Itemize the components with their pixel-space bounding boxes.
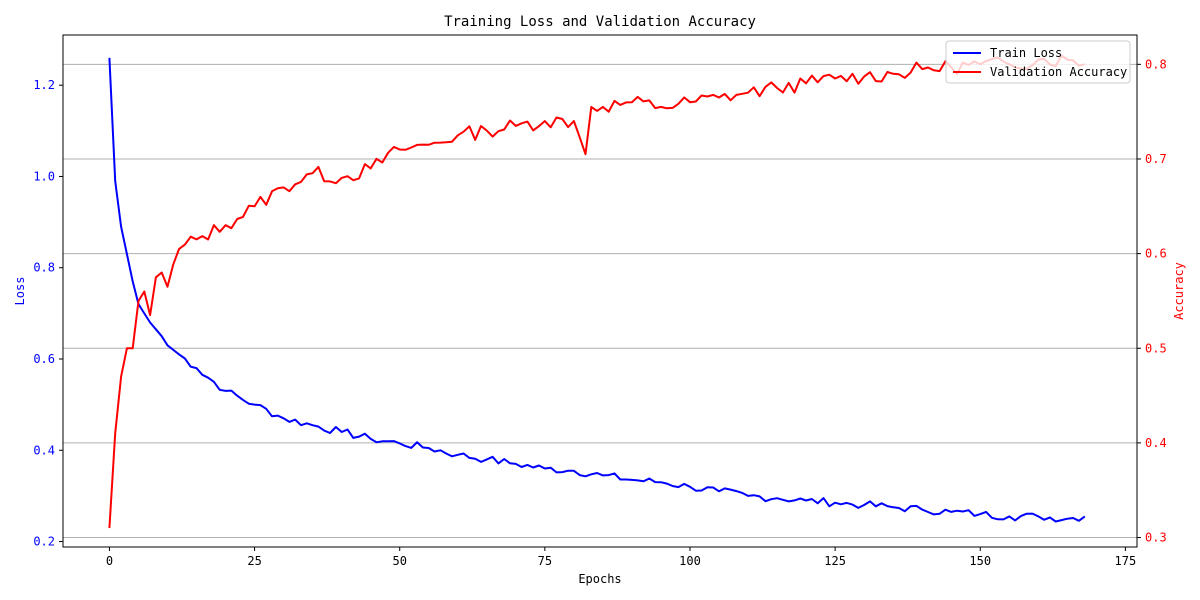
chart-title: Training Loss and Validation Accuracy <box>444 14 756 30</box>
series-line-validation-accuracy <box>108 54 1086 529</box>
legend-label-validation-accuracy: Validation Accuracy <box>990 65 1127 79</box>
x-tick-label: 150 <box>969 554 991 568</box>
x-tick-label: 125 <box>824 554 846 568</box>
y-left-tick-label: 1.0 <box>33 169 55 183</box>
y-right-tick-label: 0.3 <box>1145 531 1167 545</box>
y-left-tick-label: 0.2 <box>33 535 55 549</box>
y-right-tick-label: 0.8 <box>1145 57 1167 71</box>
x-tick-label: 25 <box>247 554 261 568</box>
y-axis-right-label: Accuracy <box>1172 262 1186 320</box>
axis-layer: 0 25 50 75 100 125 150 175 0.2 0.4 0.6 0.8 1.0 1.2 0.3… <box>33 57 1166 568</box>
y-right-tick-label: 0.6 <box>1145 247 1167 261</box>
plot-frame <box>62 34 1138 548</box>
x-tick-label: 100 <box>679 554 701 568</box>
x-tick-label: 0 <box>106 554 113 568</box>
series-line-train-loss <box>108 57 1086 523</box>
legend-box <box>945 40 1131 84</box>
y-left-tick-label: 1.2 <box>33 78 55 92</box>
legend-label-train-loss: Train Loss <box>990 46 1062 60</box>
x-tick-label: 50 <box>392 554 406 568</box>
x-axis-label: Epochs <box>578 572 621 586</box>
y-left-tick-label: 0.6 <box>33 352 55 366</box>
grid-layer <box>63 63 1137 539</box>
series-layer <box>108 54 1086 529</box>
y-left-tick-label: 0.8 <box>33 261 55 275</box>
y-left-tick-label: 0.4 <box>33 443 55 457</box>
y-right-tick-label: 0.5 <box>1145 341 1167 355</box>
legend: Train Loss Validation Accuracy <box>945 40 1131 84</box>
y-right-tick-label: 0.7 <box>1145 152 1167 166</box>
x-tick-label: 175 <box>1115 554 1137 568</box>
x-tick-label: 75 <box>538 554 552 568</box>
y-right-tick-label: 0.4 <box>1145 436 1167 450</box>
y-axis-left-label: Loss <box>13 277 27 306</box>
